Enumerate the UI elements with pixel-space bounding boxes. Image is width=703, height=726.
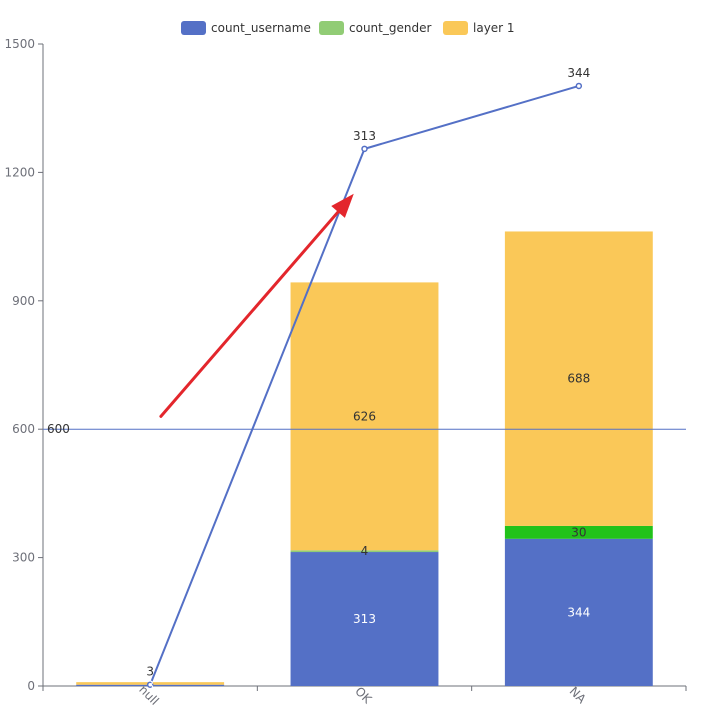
x-tick-label-na: NA	[567, 684, 590, 707]
line-point-ok[interactable]	[361, 145, 368, 153]
bar-count-username-ok[interactable]	[290, 552, 439, 686]
legend-swatch-layer-1[interactable]	[443, 21, 468, 35]
line-series-layer	[146, 82, 583, 688]
y-tick-label-0: 0	[27, 679, 35, 693]
legend-item-count-username[interactable]: count_username	[181, 21, 311, 35]
legend-label-layer-1: layer 1	[473, 21, 515, 35]
data-label-layer-1-ok: 626	[353, 409, 376, 423]
markline-label: 600	[47, 422, 70, 436]
markline-layer: 600	[43, 422, 686, 436]
legend-item-count-gender[interactable]: count_gender	[319, 21, 431, 35]
data-label-count-username-ok: 313	[353, 612, 376, 626]
bar-layer-1-ok[interactable]	[290, 282, 439, 551]
data-label-count-gender-ok: 4	[361, 544, 369, 558]
legend[interactable]: count_username count_gender layer 1	[181, 21, 515, 35]
data-labels-layer: 3 313 344 4 30 626 688 3 313 344	[146, 66, 590, 692]
annotation-arrow-shaft	[159, 210, 340, 418]
legend-item-layer-1[interactable]: layer 1	[443, 21, 515, 35]
bar-count-gender-na[interactable]	[504, 525, 653, 539]
y-tick-label-1200: 1200	[4, 165, 35, 179]
data-label-layer-1-na: 688	[567, 372, 590, 386]
data-label-count-gender-na: 30	[571, 525, 586, 539]
data-label-count-username-na: 344	[567, 605, 590, 619]
x-tick-label-ok: OK	[352, 684, 375, 707]
line-label-na: 344	[567, 66, 590, 80]
line-point-na[interactable]	[575, 82, 583, 90]
data-label-count-username-null: 3	[146, 678, 154, 692]
legend-label-count-username: count_username	[211, 21, 311, 35]
y-tick-label-600: 600	[12, 422, 35, 436]
y-tick-label-900: 900	[12, 294, 35, 308]
line-point-null[interactable]	[146, 681, 154, 688]
bars-layer	[76, 231, 653, 686]
line-label-null: 3	[146, 665, 154, 679]
line-label-ok: 313	[353, 129, 376, 143]
legend-label-count-gender: count_gender	[349, 21, 431, 35]
legend-swatch-count-gender[interactable]	[319, 21, 344, 35]
bar-layer-1-na[interactable]	[504, 231, 653, 526]
annotation-layer	[159, 193, 354, 418]
annotation-arrow-head	[331, 193, 354, 218]
bar-count-username-na[interactable]	[504, 538, 653, 686]
y-tick-label-1500: 1500	[4, 37, 35, 51]
y-tick-label-300: 300	[12, 551, 35, 565]
bar-count-gender-ok[interactable]	[290, 550, 439, 553]
legend-swatch-count-username[interactable]	[181, 21, 206, 35]
